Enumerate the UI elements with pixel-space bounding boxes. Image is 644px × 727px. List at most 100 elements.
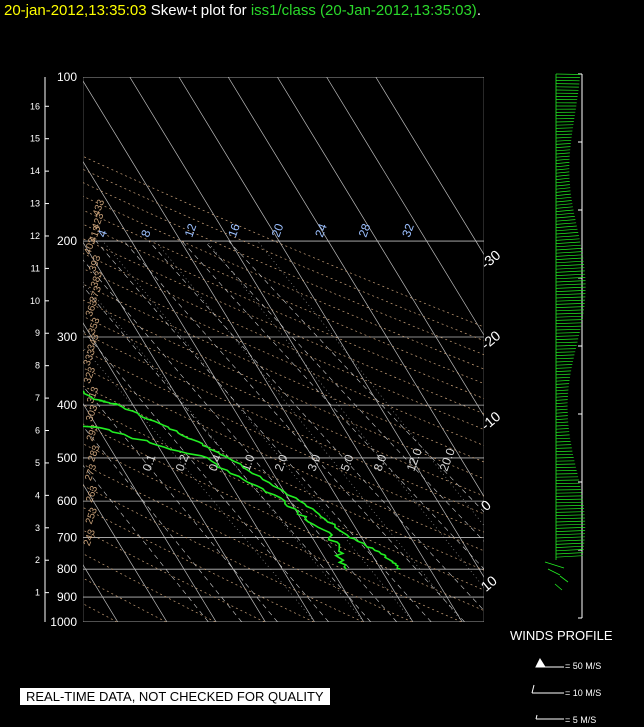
wind-barb-low <box>554 583 563 591</box>
wind-key-50-symbol <box>535 657 564 668</box>
wind-barb <box>555 345 577 347</box>
wind-barb <box>555 264 585 267</box>
theta-label-253: 253 <box>84 506 100 526</box>
wind-barb <box>555 177 570 180</box>
wind-barb <box>555 457 574 459</box>
dry-adiabat <box>83 253 484 430</box>
height-label-3: 3 <box>35 523 40 533</box>
mixing-ratio-line <box>83 425 243 622</box>
height-label-12: 12 <box>30 231 40 241</box>
wind-barb <box>555 254 583 257</box>
wind-barb <box>555 136 572 139</box>
moist-adiabat <box>257 240 484 527</box>
wind-barb <box>555 392 569 395</box>
wind-barb <box>555 312 584 315</box>
wind-barb <box>555 280 586 283</box>
wind-barb <box>555 453 574 456</box>
wind-barb <box>555 200 572 203</box>
wind-barb <box>555 539 585 542</box>
wind-barb <box>555 206 573 209</box>
wind-barb <box>555 383 570 385</box>
title-suffix: . <box>476 2 481 19</box>
wind-barb <box>555 270 585 273</box>
wind-barb <box>555 357 574 360</box>
theta-label-273: 273 <box>83 462 99 482</box>
wind-key-5-symbol <box>535 714 564 720</box>
pressure-label: 700 <box>57 531 77 545</box>
theta-label-383: 383 <box>89 269 105 289</box>
wind-barb <box>555 536 585 539</box>
theta-label-283: 283 <box>86 443 102 463</box>
winds-profile-title: WINDS PROFILE <box>510 628 613 643</box>
wind-barb <box>555 517 585 520</box>
wind-barb <box>555 530 586 532</box>
wind-barb <box>555 396 568 398</box>
isotherm <box>83 322 266 622</box>
height-label-2: 2 <box>35 555 40 565</box>
wind-barb <box>555 303 585 305</box>
wind-barb <box>555 370 572 372</box>
wind-barb <box>555 203 573 206</box>
wind-barb <box>555 162 570 164</box>
pressure-label: 900 <box>57 590 77 604</box>
wind-key-10-symbol <box>531 684 564 694</box>
mixing-label-upper-4: 4 <box>95 228 111 239</box>
wind-barb <box>555 209 574 212</box>
wind-barb <box>555 267 585 270</box>
wind-barb <box>555 498 583 500</box>
mixing-label-upper-12: 12 <box>182 221 200 239</box>
wind-barb <box>555 399 568 401</box>
theta-label-243: 243 <box>82 528 98 548</box>
wind-barb <box>555 495 583 497</box>
wind-barb <box>555 549 584 552</box>
isotherm <box>83 241 315 622</box>
mixing-ratio-line <box>181 240 484 570</box>
wind-barb <box>555 241 581 244</box>
dry-adiabat <box>83 238 484 415</box>
wind-barb <box>555 389 569 392</box>
mixing-label-lower-8: 8.0 <box>371 452 390 473</box>
isotherm <box>326 77 484 336</box>
wind-barb <box>555 552 584 555</box>
wind-barb <box>555 421 569 424</box>
wind-barb <box>555 555 583 558</box>
wind-barb <box>555 338 579 340</box>
dry-adiabat <box>83 223 484 399</box>
moist-adiabat <box>206 240 484 589</box>
isotherm <box>83 80 414 622</box>
mixing-label-lower-0.2: 0.2 <box>173 452 192 473</box>
mixing-label-lower-0.1: 0.1 <box>140 452 159 473</box>
wind-barb <box>555 492 582 494</box>
right-temp-label-0: 0 <box>478 497 494 514</box>
mixing-label-lower-5: 5.0 <box>338 452 357 473</box>
height-label-15: 15 <box>30 134 40 144</box>
theta-label-353: 353 <box>87 316 103 336</box>
dry-adiabat <box>83 507 315 622</box>
mixing-label-upper-32: 32 <box>399 221 417 239</box>
wind-barb <box>555 244 581 248</box>
wind-barb <box>555 225 577 228</box>
theta-label-393: 393 <box>87 253 103 273</box>
wind-barb <box>555 514 585 516</box>
wind-barb <box>555 405 568 408</box>
moist-adiabat <box>83 281 365 622</box>
wind-barb <box>555 335 580 337</box>
pressure-label: 200 <box>57 234 77 248</box>
wind-barb <box>555 527 586 529</box>
height-label-7: 7 <box>35 393 40 403</box>
wind-barb <box>555 158 570 161</box>
dry-adiabat <box>83 195 484 370</box>
dry-adiabat <box>83 443 462 622</box>
dry-adiabat <box>83 529 265 622</box>
mixing-ratio-line <box>95 240 432 622</box>
wind-barb <box>555 155 570 158</box>
wind-barb-low <box>544 561 565 569</box>
wind-barb <box>555 133 573 136</box>
wind-key-5: = 5 M/S <box>565 715 597 725</box>
wind-barb <box>555 380 570 382</box>
wind-barb <box>555 277 586 280</box>
pressure-label: 1000 <box>50 615 77 629</box>
wind-barb <box>555 348 576 350</box>
mixing-ratio-line <box>204 240 484 542</box>
